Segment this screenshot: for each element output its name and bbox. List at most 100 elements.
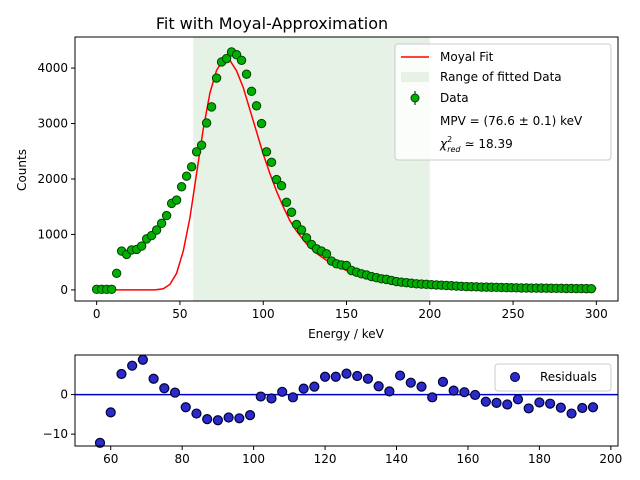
residual-x-tick-label: 100 [242,452,265,466]
y-tick-label: 1000 [37,227,68,241]
residual-point [394,370,406,381]
data-point [106,284,117,295]
residual-point [577,402,588,414]
x-axis-label: Energy / keV [308,327,385,341]
residual-point [523,403,534,414]
residuals-plot-frame [74,354,619,447]
data-point [301,233,312,243]
data-point [151,225,162,235]
residuals-plot: 60 80 100 120 140 160 180 200 −10 0 Residuals [43,354,623,466]
residual-point [545,398,556,409]
residual-point [191,408,202,419]
chi2-subscript: red [447,145,461,154]
data-point [281,197,292,207]
chi2-value: ≃ 18.39 [465,137,513,151]
fit-legend: Moyal Fit Range of fitted Data Data MPV … [394,43,612,161]
residual-point [255,391,266,402]
data-point [206,102,217,112]
residual-points [94,354,599,448]
residual-point [180,402,191,413]
data-point [271,174,282,185]
data-point [201,118,212,128]
residual-point [566,408,577,419]
residual-point [137,354,148,365]
data-point [321,249,332,259]
legend-mpv-text: MPV = (76.6 ± 0.1) keV [440,114,583,128]
residual-point [480,396,491,407]
residual-point [148,373,159,384]
fitted-range-band [193,37,430,301]
residual-point [502,399,513,410]
legend-range-swatch [401,72,429,82]
residual-point [555,402,566,413]
data-point [111,268,122,278]
data-points [91,47,597,295]
residual-point [223,412,234,423]
fit-plot-frame [74,36,619,302]
data-point [236,55,247,65]
residual-point [427,392,438,403]
residual-point [587,402,599,413]
x-tick-label: 200 [418,307,441,321]
data-point [176,182,187,192]
legend-fit-label: Moyal Fit [440,50,494,64]
data-point [246,86,257,97]
y-tick-label: 4000 [37,61,68,75]
data-point [256,118,267,129]
residual-point [319,371,331,382]
residual-point [373,381,384,392]
residuals-plot-ticks: 60 80 100 120 140 160 180 200 −10 0 [43,388,623,466]
legend-box [394,43,612,161]
data-point [161,210,172,221]
x-tick-label: 250 [502,307,525,321]
chi2-superscript: 2 [447,135,452,144]
x-tick-label: 100 [252,307,275,321]
legend-chi2-text: χ2 red ≃ 18.39 [439,135,513,154]
residual-point [362,373,374,384]
residual-point [298,383,309,394]
residual-point [116,368,127,380]
data-point [276,180,287,191]
residual-x-tick-label: 80 [175,452,190,466]
residual-point [287,392,299,403]
residual-point [234,413,245,424]
residual-point [309,381,320,392]
residual-x-tick-label: 180 [528,452,551,466]
residual-x-tick-label: 140 [385,452,408,466]
residual-point [127,360,138,371]
y-tick-label: 2000 [37,172,68,186]
data-point [266,157,277,168]
residual-x-tick-label: 60 [103,452,118,466]
residual-y-tick-label: −10 [43,427,68,441]
x-tick-label: 0 [93,307,101,321]
data-point [186,162,197,172]
x-tick-label: 50 [172,307,187,321]
residual-point [169,387,181,398]
residual-point [330,371,341,382]
data-point [586,283,597,294]
data-point [191,147,202,157]
residual-x-tick-label: 200 [599,452,622,466]
residual-point [405,377,416,388]
residual-x-tick-label: 160 [457,452,480,466]
data-point [286,207,297,217]
y-tick-label: 0 [60,283,68,297]
data-point [241,69,252,79]
data-point [221,53,232,64]
residual-point [459,387,470,398]
x-tick-label: 300 [585,307,608,321]
data-point [296,225,307,235]
residual-point [244,410,256,421]
residual-point [534,397,545,408]
y-axis-label: Counts [15,149,29,191]
residual-point [277,386,288,397]
residual-point [202,413,213,425]
residual-point [94,437,106,448]
residual-point [470,389,481,401]
residual-point [105,407,116,418]
residuals-legend-marker [510,372,520,382]
x-tick-label: 150 [335,307,358,321]
data-point [211,73,222,83]
